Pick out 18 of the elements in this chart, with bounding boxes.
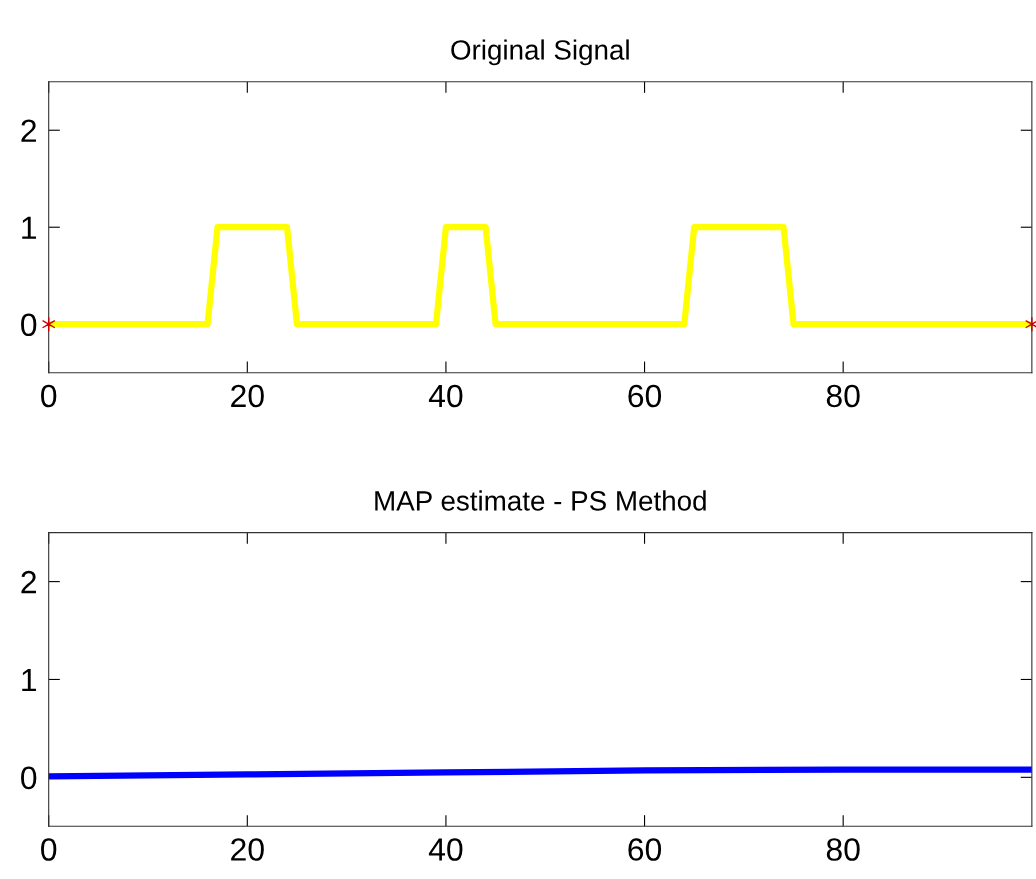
- y-tick-label: 0: [21, 766, 37, 790]
- y-tick-label: 0: [21, 313, 37, 337]
- chart-title: MAP estimate - PS Method: [375, 490, 706, 511]
- x-tick-label: 40: [428, 838, 463, 861]
- y-tick-label: 1: [22, 216, 37, 239]
- x-tick-label: 20: [231, 838, 264, 861]
- y-tick-label: 1: [22, 669, 37, 692]
- x-tick-label: 20: [231, 384, 264, 408]
- x-tick-label: 80: [826, 384, 860, 408]
- x-tick-label: 0: [41, 838, 57, 861]
- chart-title: Original Signal: [451, 39, 629, 66]
- x-tick-label: 80: [826, 838, 860, 861]
- x-tick-label: 60: [628, 384, 662, 408]
- x-tick-label: 60: [628, 838, 662, 861]
- y-tick-label: 2: [21, 570, 36, 594]
- x-tick-label: 0: [41, 384, 57, 408]
- y-tick-label: 2: [21, 119, 36, 142]
- x-tick-label: 40: [428, 384, 463, 408]
